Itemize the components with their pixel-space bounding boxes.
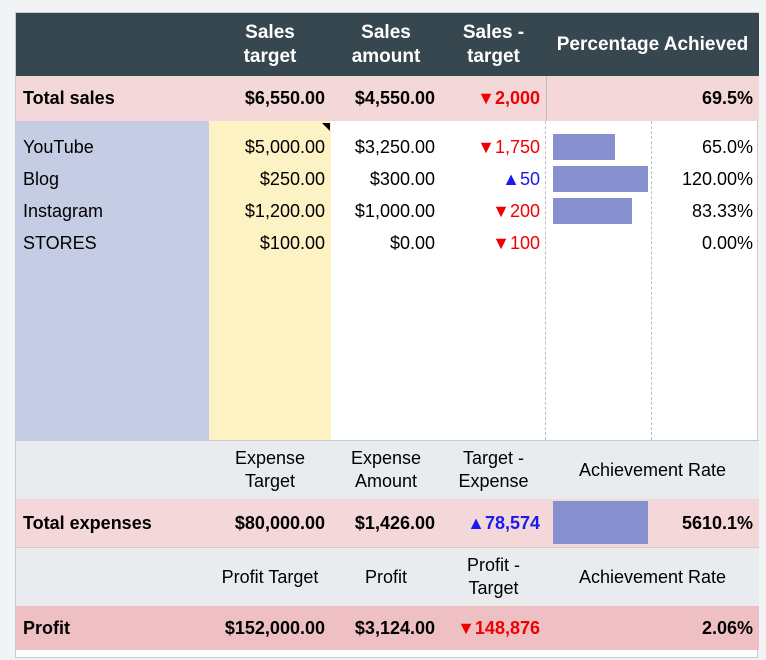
total-sales-amount[interactable]: $4,550.00 bbox=[331, 76, 441, 121]
channel-amount[interactable]: $3,250.00 bbox=[354, 137, 435, 157]
channel-diff[interactable]: ▲50 bbox=[502, 169, 540, 189]
channel-pct[interactable]: 0.00% bbox=[701, 233, 753, 253]
channel-pct[interactable]: 65.0% bbox=[701, 137, 753, 157]
total-expenses-bar-cell[interactable] bbox=[546, 499, 651, 547]
channel-diff[interactable]: ▼100 bbox=[492, 233, 540, 253]
channel-diff[interactable]: ▼1,750 bbox=[477, 137, 540, 157]
gridline-diff bbox=[545, 121, 546, 440]
profit-diff-header[interactable]: Profit - Target bbox=[441, 547, 546, 606]
profit-amount-header[interactable]: Profit bbox=[331, 547, 441, 606]
channel-name[interactable]: Blog bbox=[23, 169, 60, 189]
expense-rate-header[interactable]: Achievement Rate bbox=[546, 440, 759, 499]
channel-target[interactable]: $100.00 bbox=[259, 233, 325, 253]
channel-name[interactable]: YouTube bbox=[23, 137, 94, 157]
comment-marker-icon bbox=[322, 123, 330, 131]
target-column-bg bbox=[209, 121, 331, 440]
profit-pct[interactable]: 2.06% bbox=[651, 606, 759, 650]
channel-target[interactable]: $5,000.00 bbox=[244, 137, 325, 157]
header-blank bbox=[16, 13, 209, 76]
expense-target-header[interactable]: Expense Target bbox=[209, 440, 331, 499]
profit-target-header[interactable]: Profit Target bbox=[209, 547, 331, 606]
total-sales-pct[interactable]: 69.5% bbox=[651, 76, 759, 121]
channel-target[interactable]: $250.00 bbox=[259, 169, 325, 189]
profit-rate-header[interactable]: Achievement Rate bbox=[546, 547, 759, 606]
channel-achievement-bar bbox=[553, 198, 632, 224]
spreadsheet-table: Sales target Sales amount Sales - target… bbox=[15, 12, 759, 658]
total-sales-bar-cell[interactable] bbox=[546, 76, 651, 121]
total-expenses-label[interactable]: Total expenses bbox=[16, 499, 209, 547]
channel-target[interactable]: $1,200.00 bbox=[244, 201, 325, 221]
channel-achievement-bar bbox=[553, 166, 648, 192]
total-sales-diff[interactable]: ▼2,000 bbox=[441, 76, 546, 121]
total-expenses-pct[interactable]: 5610.1% bbox=[651, 499, 759, 547]
header-sales-amount[interactable]: Sales amount bbox=[331, 13, 441, 76]
channel-name[interactable]: STORES bbox=[23, 233, 97, 253]
channel-amount[interactable]: $0.00 bbox=[389, 233, 435, 253]
channel-pct[interactable]: 83.33% bbox=[691, 201, 753, 221]
total-expenses-amount[interactable]: $1,426.00 bbox=[331, 499, 441, 547]
total-expenses-bar bbox=[553, 501, 648, 544]
profit-label[interactable]: Profit bbox=[16, 606, 209, 650]
total-expenses-target[interactable]: $80,000.00 bbox=[209, 499, 331, 547]
profit-target[interactable]: $152,000.00 bbox=[209, 606, 331, 650]
total-sales-label[interactable]: Total sales bbox=[16, 76, 209, 121]
total-expenses-diff[interactable]: ▲78,574 bbox=[441, 499, 546, 547]
channel-amount[interactable]: $300.00 bbox=[369, 169, 435, 189]
channel-diff[interactable]: ▼200 bbox=[492, 201, 540, 221]
channel-pct[interactable]: 120.00% bbox=[681, 169, 753, 189]
profit-diff[interactable]: ▼148,876 bbox=[441, 606, 546, 650]
profit-bar-cell[interactable] bbox=[546, 606, 651, 650]
header-percentage-achieved[interactable]: Percentage Achieved bbox=[546, 13, 759, 76]
channel-amount[interactable]: $1,000.00 bbox=[354, 201, 435, 221]
channel-name-column bbox=[16, 121, 209, 440]
expense-header-blank bbox=[16, 440, 209, 499]
channel-achievement-bar bbox=[553, 134, 615, 160]
profit-amount[interactable]: $3,124.00 bbox=[331, 606, 441, 650]
header-sales-target[interactable]: Sales target bbox=[209, 13, 331, 76]
header-sales-minus-target[interactable]: Sales - target bbox=[441, 13, 546, 76]
expense-diff-header[interactable]: Target - Expense bbox=[441, 440, 546, 499]
profit-header-blank bbox=[16, 547, 209, 606]
total-sales-target[interactable]: $6,550.00 bbox=[209, 76, 331, 121]
expense-amount-header[interactable]: Expense Amount bbox=[331, 440, 441, 499]
channel-name[interactable]: Instagram bbox=[23, 201, 104, 221]
gridline-pct bbox=[651, 121, 652, 440]
